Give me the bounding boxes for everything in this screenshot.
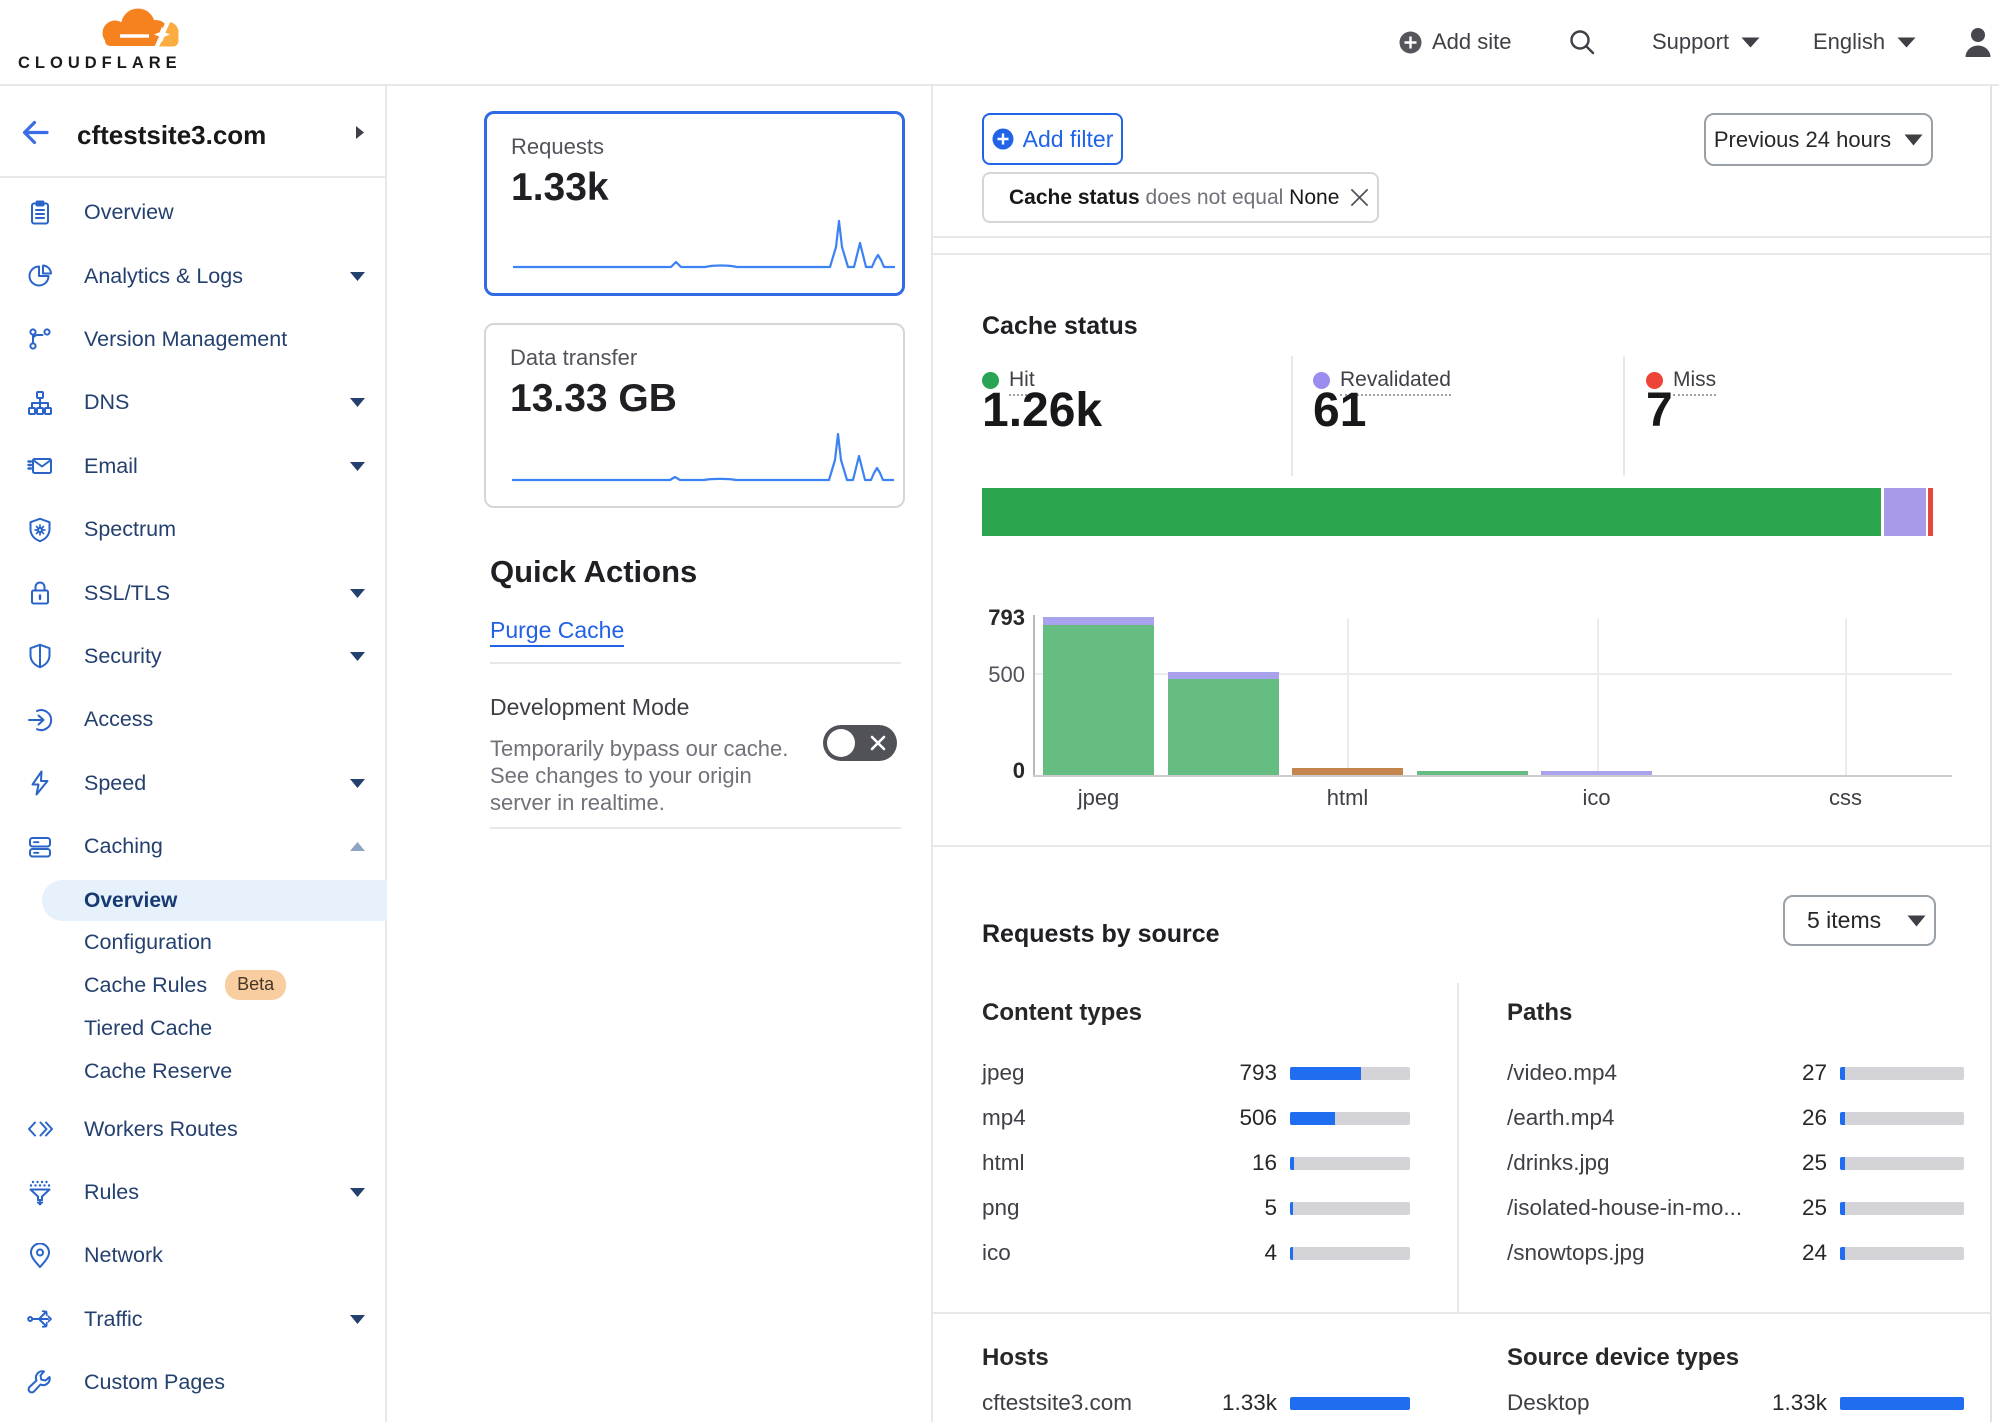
- svg-text:CLOUDFLARE: CLOUDFLARE: [18, 54, 182, 72]
